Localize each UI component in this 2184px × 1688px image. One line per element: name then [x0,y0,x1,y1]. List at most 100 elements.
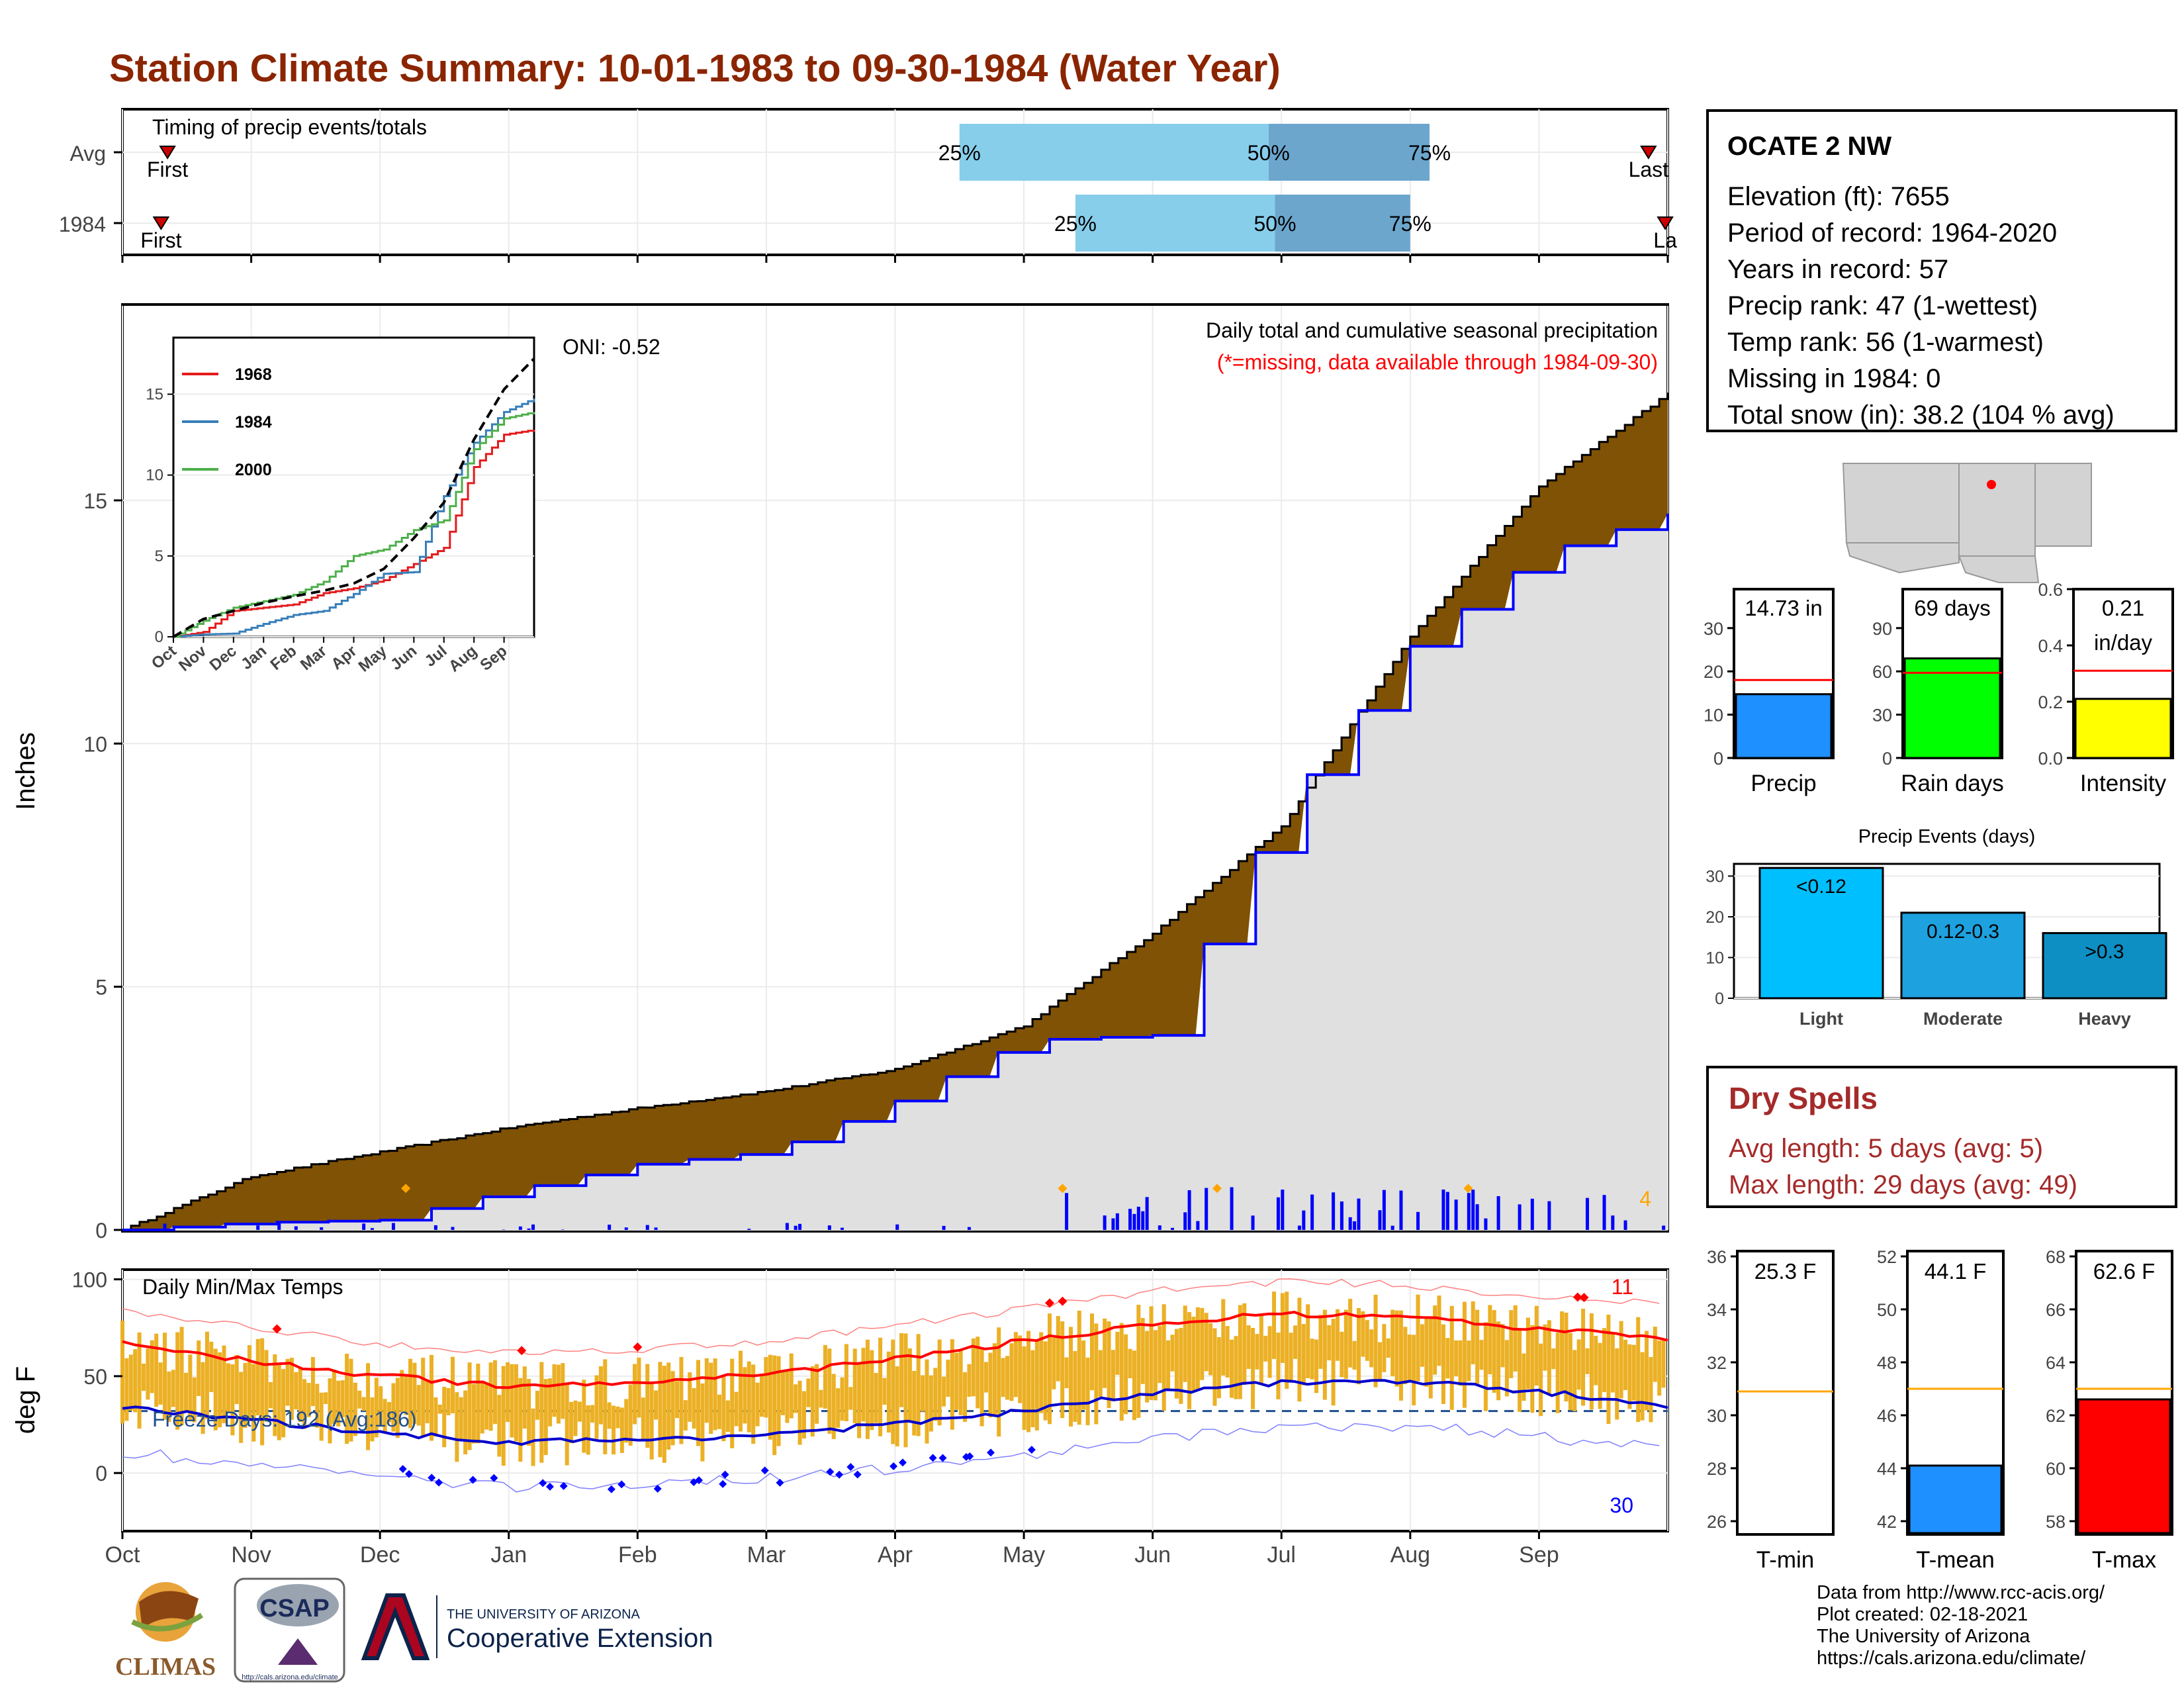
daily-temp-bar [1022,1346,1026,1430]
daily-precip-bar [1302,1210,1306,1230]
daily-temp-bar [789,1353,794,1419]
daily-temp-bar [1492,1310,1496,1393]
daily-temp-bar [205,1331,209,1419]
timing-bar-50-75 [1275,195,1410,252]
daily-temp-bar [1623,1339,1628,1390]
daily-temp-bar [912,1370,917,1436]
daily-precip-bar [841,1227,844,1230]
daily-temp-bar [488,1362,493,1431]
daily-temp-bar [645,1364,650,1448]
record-low-marker [938,1454,947,1462]
events-bar-label: Moderate [1923,1009,2003,1029]
daily-temp-bar [234,1354,239,1405]
summary-y-tick-label: 90 [1872,619,1892,639]
record-low-marker [607,1485,615,1493]
daily-temp-bar [730,1358,735,1448]
daily-precip-bar [294,1226,298,1230]
daily-precip-bar [531,1224,535,1230]
daily-temp-bar [188,1354,193,1421]
daily-temp-bar [1204,1313,1208,1372]
record-low-marker [929,1454,937,1462]
daily-temp-bar [1115,1331,1120,1375]
temp-summary-y-tick-label: 44 [1877,1459,1897,1479]
record-low-marker [776,1478,784,1487]
temp-summary-y-tick-label: 50 [1877,1300,1897,1320]
record-low-marker [559,1481,568,1490]
daily-temp-bar [285,1358,290,1406]
daily-precip-bar [1332,1192,1336,1230]
month-label: Mar [747,1542,786,1568]
daily-temp-bar [1221,1299,1226,1376]
precip-y-tick-label: 15 [83,489,107,513]
temp-summary-y-tick-label: 48 [1877,1353,1897,1373]
record-low-marker [962,1452,971,1461]
daily-temp-bar [907,1348,912,1423]
daily-precip-bar [1623,1220,1627,1230]
daily-temp-bar [612,1405,616,1455]
daily-temp-bar [772,1355,777,1456]
daily-temp-bar [1627,1344,1632,1409]
daily-temp-bar [594,1375,599,1439]
daily-temp-bar [819,1389,823,1408]
inset-y-tick-label: 0 [155,628,163,646]
summary-bar-label: Intensity [2080,771,2167,796]
daily-temp-bar [688,1372,692,1422]
station-info-box: OCATE 2 NW Elevation (ft): 7655 Period o… [1706,109,2177,432]
temp-title: Daily Min/Max Temps [142,1275,343,1299]
daily-temp-bar [1390,1309,1395,1376]
record-high-marker [517,1346,527,1356]
first-event-marker [159,146,176,160]
daily-precip-bar [1475,1204,1479,1230]
record-high-marker [1045,1298,1054,1308]
daily-temp-bar [836,1388,841,1428]
daily-temp-bar [1365,1320,1369,1361]
daily-temp-bar [683,1400,688,1431]
temp-summary-y-tick-label: 42 [1877,1512,1897,1532]
record-low-marker [826,1468,835,1476]
daily-temp-bar [946,1359,950,1397]
events-y-tick-label: 10 [1706,949,1724,967]
daily-temp-bar [857,1364,862,1438]
daily-temp-bar [1170,1335,1175,1372]
daily-temp-bar [324,1392,328,1405]
daily-temp-bar [734,1391,739,1427]
daily-temp-bar [1509,1310,1514,1378]
temp-summary-value-label: 44.1 F [1925,1259,1987,1284]
daily-temp-bar [230,1364,235,1436]
daily-temp-bar [1314,1339,1319,1393]
record-low-marker [721,1470,729,1479]
summary-y-tick-label: 0.6 [2038,580,2063,600]
daily-temp-bar [552,1364,557,1417]
daily-precip-bar [1662,1225,1666,1230]
daily-temp-bar [954,1352,959,1410]
daily-temp-bar [1416,1294,1420,1382]
record-low-marker [539,1479,547,1487]
daily-temp-bar [1568,1333,1572,1411]
daily-temp-bar [1606,1314,1611,1425]
daily-temp-bar [1336,1309,1340,1361]
daily-temp-bar [582,1380,586,1453]
daily-temp-bar [958,1348,963,1415]
daily-temp-bar [1267,1326,1272,1378]
temp-summary-box [1736,1250,1835,1536]
heavy-event-marker [401,1184,411,1194]
precip-y-tick-label: 5 [95,976,107,1000]
daily-temp-bar [696,1360,701,1446]
daily-temp-bar [1039,1332,1044,1413]
daily-temp-bar [1136,1305,1141,1418]
daily-temp-bar [167,1371,171,1423]
record-low-marker [617,1480,626,1489]
dry-spells-avg: Avg length: 5 days (avg: 5) [1729,1134,2044,1163]
daily-temp-bar [1183,1305,1187,1382]
daily-temp-bar [1318,1315,1323,1369]
inset-y-tick-label: 15 [146,386,163,404]
daily-temp-bar [379,1386,383,1427]
daily-temp-bar [899,1333,904,1407]
daily-precip-bar [1251,1215,1255,1230]
daily-temp-bar [1602,1328,1607,1392]
daily-precip-bar [1390,1225,1394,1230]
daily-temp-bar [886,1351,891,1433]
daily-temp-bar [349,1358,353,1442]
dry-spells-title: Dry Spells [1729,1081,1878,1115]
